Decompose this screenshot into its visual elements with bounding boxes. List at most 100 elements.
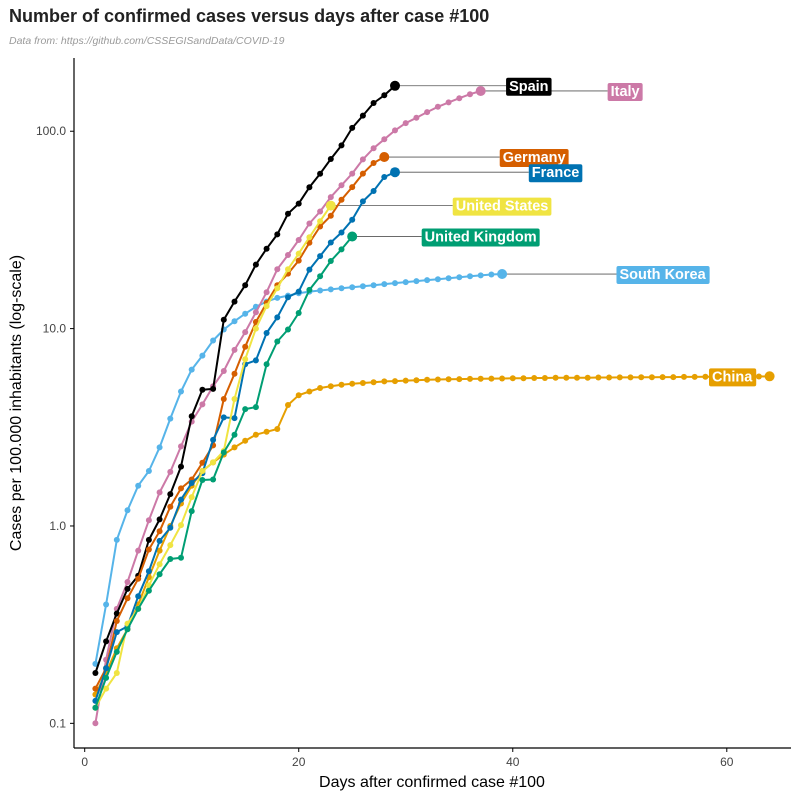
data-point	[327, 286, 334, 293]
data-point	[392, 280, 398, 287]
data-point	[627, 374, 634, 381]
data-point	[424, 376, 431, 383]
data-point	[145, 568, 152, 575]
data-point	[381, 136, 388, 143]
data-point	[178, 388, 184, 395]
data-point	[274, 231, 281, 238]
data-point	[178, 522, 184, 529]
data-point	[531, 375, 538, 381]
data-point	[242, 437, 249, 444]
series-end-point	[325, 200, 336, 211]
data-point	[359, 380, 366, 386]
data-point	[306, 388, 313, 395]
data-point	[413, 377, 420, 384]
data-point	[135, 605, 142, 612]
data-point	[124, 579, 131, 585]
data-point	[317, 170, 324, 177]
y-tick-label: 100.0	[36, 124, 66, 138]
data-point	[167, 468, 174, 475]
data-point	[242, 406, 249, 413]
data-point	[135, 482, 142, 489]
data-point	[702, 373, 709, 380]
data-point	[670, 374, 677, 381]
data-point	[520, 375, 527, 382]
data-point	[145, 468, 152, 474]
data-point	[574, 374, 580, 381]
data-point	[402, 120, 409, 127]
label-box	[506, 77, 552, 96]
data-point	[156, 516, 163, 523]
data-point	[156, 528, 163, 535]
data-point	[274, 338, 281, 345]
data-point	[156, 444, 163, 451]
data-point	[199, 468, 206, 474]
data-point	[445, 376, 452, 383]
data-point	[434, 376, 441, 383]
data-point	[220, 368, 227, 374]
label-box	[616, 266, 710, 285]
series-united-states	[92, 200, 336, 711]
data-point	[338, 285, 345, 292]
data-point	[317, 208, 324, 215]
data-point	[317, 218, 324, 225]
data-point	[242, 343, 249, 350]
data-point	[285, 326, 291, 333]
data-point	[317, 273, 324, 280]
data-point	[124, 626, 131, 633]
data-point	[370, 160, 377, 166]
series-france	[92, 167, 400, 704]
series-end-point	[764, 371, 775, 382]
series-spain	[92, 80, 400, 676]
data-point	[242, 356, 249, 363]
label-box	[528, 164, 583, 183]
data-point	[285, 402, 291, 408]
country-label: United Kingdom	[425, 229, 537, 245]
data-point	[113, 536, 120, 543]
x-tick-label: 60	[720, 755, 734, 769]
data-point	[124, 595, 131, 602]
data-point	[659, 374, 666, 381]
series-united-kingdom	[92, 231, 358, 711]
data-point	[113, 670, 120, 676]
data-point	[638, 374, 645, 381]
data-point	[103, 665, 110, 672]
data-point	[92, 670, 99, 676]
country-label: China	[712, 369, 753, 385]
data-point	[552, 374, 559, 381]
data-point	[295, 237, 302, 243]
chart-subtitle: Data from: https://github.com/CSSEGISand…	[9, 35, 285, 47]
data-point	[167, 503, 174, 510]
data-point	[370, 379, 377, 386]
data-point	[285, 210, 291, 217]
data-point	[231, 346, 238, 353]
data-point	[178, 485, 184, 492]
data-point	[167, 556, 174, 562]
series-layer	[92, 80, 775, 727]
data-point	[167, 542, 174, 549]
data-point	[584, 374, 591, 381]
data-point	[445, 99, 452, 106]
data-point	[648, 374, 655, 381]
data-point	[231, 298, 238, 305]
data-point	[370, 100, 377, 106]
data-point	[188, 480, 195, 486]
data-point	[199, 401, 206, 408]
series-line	[94, 235, 353, 709]
data-point	[402, 377, 409, 384]
data-point	[231, 415, 238, 422]
data-point	[242, 282, 249, 289]
data-point	[349, 284, 356, 291]
data-point	[178, 554, 184, 561]
data-point	[145, 536, 152, 543]
data-point	[156, 489, 163, 496]
data-point	[349, 216, 356, 223]
data-point	[103, 601, 110, 608]
data-point	[541, 375, 548, 381]
series-line	[94, 205, 332, 709]
data-point	[370, 188, 377, 194]
data-point	[199, 386, 206, 393]
data-point	[188, 366, 195, 373]
data-point	[188, 413, 195, 420]
data-point	[295, 250, 302, 257]
